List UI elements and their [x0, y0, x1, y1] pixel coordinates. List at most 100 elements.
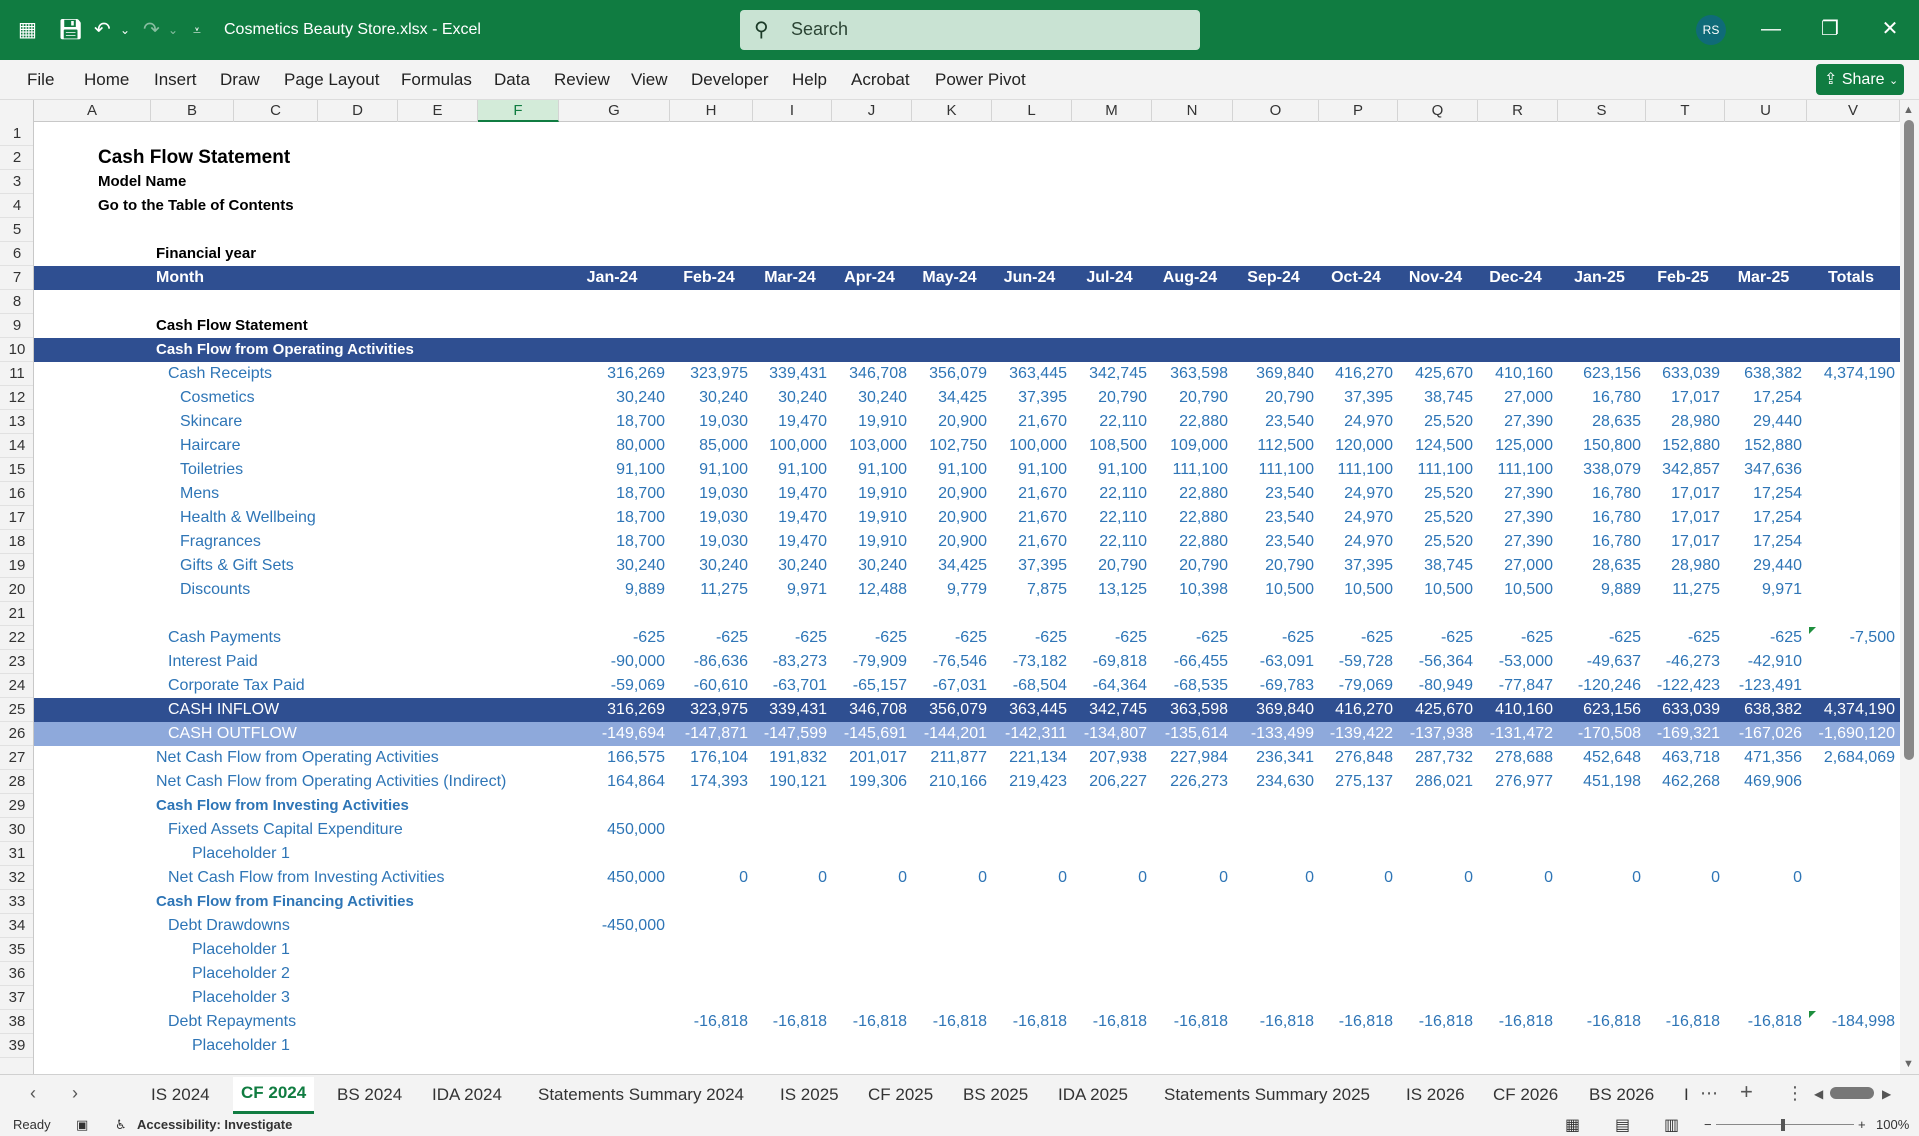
cell-u17[interactable]: 17,254 — [1753, 509, 1802, 526]
cell-l11[interactable]: 363,445 — [1009, 365, 1067, 382]
cell-t15[interactable]: 342,857 — [1662, 461, 1720, 478]
cell-t30[interactable] — [1646, 818, 1720, 842]
cell-v24[interactable] — [1807, 674, 1895, 698]
cell-r19[interactable]: 27,000 — [1504, 557, 1553, 574]
month-header[interactable]: Nov-24 — [1408, 269, 1463, 286]
column-header-k[interactable]: K — [912, 100, 992, 122]
tab-review[interactable]: Review — [554, 70, 610, 89]
cell-l28[interactable]: 219,423 — [1009, 773, 1067, 790]
cell-t12[interactable]: 17,017 — [1671, 389, 1720, 406]
zoom-slider[interactable] — [1716, 1124, 1854, 1125]
row-label-17[interactable]: Health & Wellbeing — [180, 509, 316, 526]
scroll-thumb[interactable] — [1904, 120, 1914, 760]
row-header-12[interactable]: 12 — [0, 386, 33, 410]
cell-q30[interactable] — [1398, 818, 1473, 842]
column-header-f[interactable]: F — [478, 100, 559, 122]
cell-i15[interactable]: 91,100 — [778, 461, 827, 478]
cell-k18[interactable]: 20,900 — [938, 533, 987, 550]
row-header-32[interactable]: 32 — [0, 866, 33, 890]
search-input[interactable]: ⚲ Search — [740, 10, 1200, 50]
cell-i25[interactable]: 339,431 — [769, 701, 827, 718]
zoom-in-icon[interactable]: + — [1858, 1117, 1866, 1132]
cell-r28[interactable]: 276,977 — [1495, 773, 1553, 790]
cell-t26[interactable]: -169,321 — [1656, 725, 1720, 742]
sheet-tab-bs-2026[interactable]: BS 2026 — [1589, 1085, 1655, 1104]
cell-n16[interactable]: 22,880 — [1179, 485, 1228, 502]
row-label-13[interactable]: Skincare — [180, 413, 243, 430]
column-header-s[interactable]: S — [1558, 100, 1646, 122]
tab-power-pivot[interactable]: Power Pivot — [935, 70, 1026, 89]
cell-g24[interactable]: -59,069 — [610, 677, 665, 694]
row-label-16[interactable]: Mens — [180, 485, 220, 502]
cell-v38[interactable]: -184,998 — [1831, 1013, 1895, 1030]
cell-j32[interactable]: 0 — [898, 869, 907, 886]
cell-i34[interactable] — [753, 914, 827, 938]
sheet-tab-ida-2025[interactable]: IDA 2025 — [1058, 1085, 1128, 1104]
cell-p27[interactable]: 276,848 — [1335, 749, 1393, 766]
model-name[interactable]: Model Name — [98, 173, 187, 190]
cell-v27[interactable]: 2,684,069 — [1823, 749, 1895, 766]
cell-t22[interactable]: -625 — [1687, 629, 1720, 646]
cell-l13[interactable]: 21,670 — [1018, 413, 1067, 430]
cell-v20[interactable] — [1807, 578, 1895, 602]
cell-h19[interactable]: 30,240 — [699, 557, 748, 574]
cell-q26[interactable]: -137,938 — [1409, 725, 1473, 742]
cell-j28[interactable]: 199,306 — [849, 773, 907, 790]
tab-draw[interactable]: Draw — [220, 70, 260, 89]
row-header-8[interactable]: 8 — [0, 290, 33, 314]
row-label-11[interactable]: Cash Receipts — [168, 365, 273, 382]
more-sheets-icon[interactable]: ⋯ — [1700, 1083, 1718, 1103]
cell-r17[interactable]: 27,390 — [1504, 509, 1553, 526]
cell-u16[interactable]: 17,254 — [1753, 485, 1802, 502]
cell-h16[interactable]: 19,030 — [699, 485, 748, 502]
cell-v28[interactable] — [1807, 770, 1895, 794]
cell-i20[interactable]: 9,971 — [786, 581, 827, 598]
cell-k23[interactable]: -76,546 — [932, 653, 987, 670]
row-header-14[interactable]: 14 — [0, 434, 33, 458]
cell-h18[interactable]: 19,030 — [699, 533, 748, 550]
row-header-20[interactable]: 20 — [0, 578, 33, 602]
row-label-31[interactable]: Placeholder 1 — [192, 845, 290, 862]
cell-v12[interactable] — [1807, 386, 1895, 410]
month-header[interactable]: Aug-24 — [1162, 269, 1218, 286]
cell-p16[interactable]: 24,970 — [1344, 485, 1393, 502]
cell-j20[interactable]: 12,488 — [858, 581, 907, 598]
cell-m11[interactable]: 342,745 — [1089, 365, 1147, 382]
page-layout-view-icon[interactable]: ▤ — [1615, 1117, 1631, 1134]
cell-q18[interactable]: 25,520 — [1424, 533, 1473, 550]
cell-k26[interactable]: -144,201 — [923, 725, 987, 742]
avatar[interactable]: RS — [1696, 15, 1726, 45]
cell-k25[interactable]: 356,079 — [929, 701, 987, 718]
cell-u20[interactable]: 9,971 — [1761, 581, 1802, 598]
sheet-tab-is-2025[interactable]: IS 2025 — [780, 1085, 839, 1104]
cell-m25[interactable]: 342,745 — [1089, 701, 1147, 718]
row-header-16[interactable]: 16 — [0, 482, 33, 506]
row-label-27[interactable]: Net Cash Flow from Operating Activities — [156, 749, 439, 766]
cell-r16[interactable]: 27,390 — [1504, 485, 1553, 502]
cell-h26[interactable]: -147,871 — [684, 725, 748, 742]
cell-n18[interactable]: 22,880 — [1179, 533, 1228, 550]
cell-p22[interactable]: -625 — [1360, 629, 1393, 646]
cell-u14[interactable]: 152,880 — [1744, 437, 1802, 454]
cell-p38[interactable]: -16,818 — [1338, 1013, 1393, 1030]
cell-s14[interactable]: 150,800 — [1583, 437, 1641, 454]
sheet-tab-ida-2024[interactable]: IDA 2024 — [432, 1085, 502, 1104]
cell-j17[interactable]: 19,910 — [858, 509, 907, 526]
cell-v22[interactable]: -7,500 — [1849, 629, 1895, 646]
totals-header[interactable]: Totals — [1828, 269, 1874, 286]
column-header-a[interactable]: A — [34, 100, 151, 122]
cell-s20[interactable]: 9,889 — [1600, 581, 1641, 598]
cell-l12[interactable]: 37,395 — [1018, 389, 1067, 406]
cell-o38[interactable]: -16,818 — [1259, 1013, 1314, 1030]
cell-v19[interactable] — [1807, 554, 1895, 578]
row-label-19[interactable]: Gifts & Gift Sets — [180, 557, 294, 574]
cell-g30[interactable]: 450,000 — [607, 821, 665, 838]
month-header[interactable]: Jan-24 — [586, 269, 638, 286]
cell-m14[interactable]: 108,500 — [1089, 437, 1147, 454]
cell-t38[interactable]: -16,818 — [1665, 1013, 1720, 1030]
month-header[interactable]: Feb-24 — [683, 269, 735, 286]
cell-v16[interactable] — [1807, 482, 1895, 506]
cell-i28[interactable]: 190,121 — [769, 773, 827, 790]
cell-s12[interactable]: 16,780 — [1592, 389, 1641, 406]
row-header-18[interactable]: 18 — [0, 530, 33, 554]
